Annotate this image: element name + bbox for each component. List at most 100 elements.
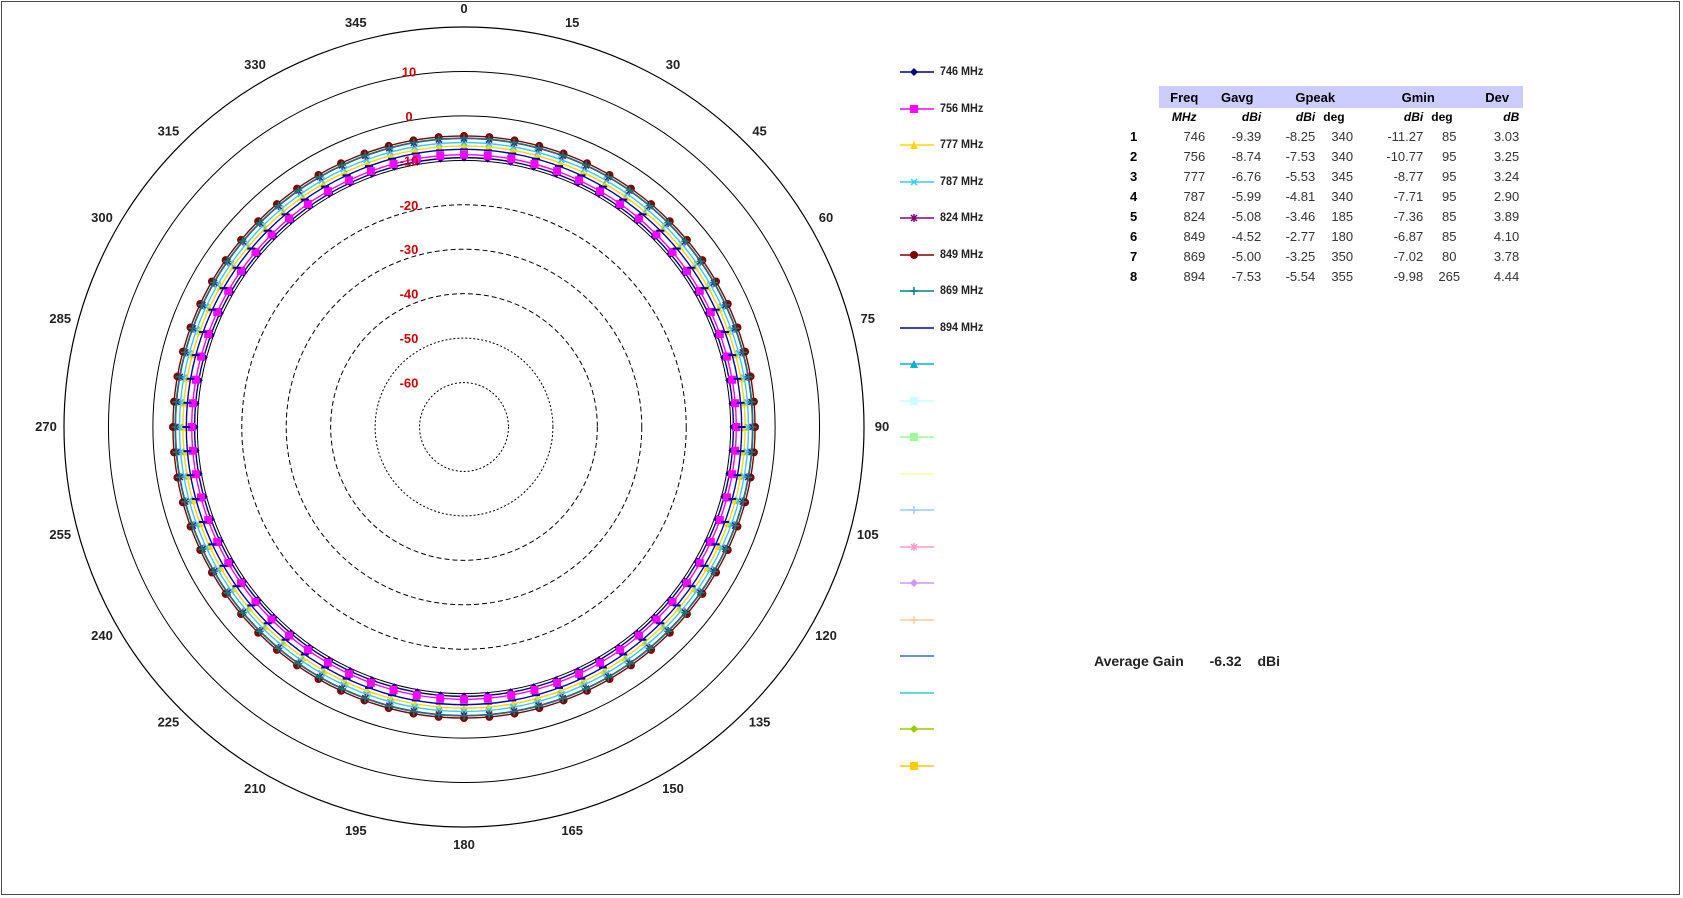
header-gavg: Gavg bbox=[1209, 86, 1266, 108]
legend-swatch bbox=[900, 655, 934, 657]
cell-idx: 1 bbox=[1130, 128, 1138, 144]
series-point bbox=[255, 218, 264, 227]
series-869-mhz bbox=[171, 134, 757, 720]
series-point bbox=[696, 257, 705, 266]
series-point bbox=[530, 160, 539, 169]
cell-freq: 787 bbox=[1183, 188, 1206, 204]
series-point bbox=[604, 673, 613, 682]
series-point bbox=[668, 598, 677, 607]
table-row: 4 787 -5.99 -4.81 340 -7.71 95 2.90 bbox=[1126, 186, 1523, 206]
series-849-mhz bbox=[168, 131, 760, 723]
cell-gpeak-deg: 340 bbox=[1331, 188, 1354, 204]
grid-circle bbox=[330, 293, 598, 561]
radial-tick-label: 0 bbox=[405, 109, 412, 124]
series-point bbox=[532, 151, 541, 160]
legend-item: 787 MHz bbox=[898, 172, 1068, 192]
units-gmin-deg: deg bbox=[1431, 110, 1453, 124]
series-point bbox=[172, 397, 181, 406]
series-point bbox=[284, 631, 293, 640]
series-point bbox=[728, 375, 737, 384]
series-point bbox=[389, 160, 398, 169]
series-point bbox=[434, 710, 443, 719]
legend-item: 869 MHz bbox=[898, 281, 1068, 301]
series-point bbox=[436, 151, 445, 160]
legend-item: 894 MHz bbox=[898, 318, 1068, 338]
series-point bbox=[303, 199, 312, 208]
units-gpeak-dbi: dBi bbox=[1295, 110, 1316, 124]
series-point bbox=[213, 538, 222, 547]
cell-freq: 824 bbox=[1183, 208, 1206, 224]
header-blank bbox=[1126, 86, 1160, 108]
series-point bbox=[197, 352, 206, 361]
series-point bbox=[191, 375, 200, 384]
series-point bbox=[315, 172, 324, 181]
legend-item-empty bbox=[898, 756, 1068, 776]
cell-gmin-deg: 95 bbox=[1442, 148, 1457, 164]
series-point bbox=[366, 678, 375, 687]
legend-label: 746 MHz bbox=[940, 64, 984, 78]
series-point bbox=[553, 678, 562, 687]
series-point bbox=[715, 516, 724, 525]
angle-tick-label: 90 bbox=[875, 419, 889, 434]
series-point bbox=[582, 161, 591, 170]
gain-table: Freq Gavg Gpeak Gmin Dev MHz dBi dBi deg… bbox=[1126, 86, 1524, 286]
series-point bbox=[224, 286, 233, 295]
series-point bbox=[223, 257, 232, 266]
series-point bbox=[625, 186, 634, 195]
series-point bbox=[409, 138, 418, 147]
series-point bbox=[337, 684, 346, 693]
cell-gmin-deg: 85 bbox=[1442, 208, 1457, 224]
legend-item-empty bbox=[898, 427, 1068, 447]
series-point bbox=[204, 516, 213, 525]
cell-gmin-deg: 85 bbox=[1442, 128, 1457, 144]
cell-gmin: -7.02 bbox=[1393, 248, 1424, 264]
table-row: 3 777 -6.76 -5.53 345 -8.77 95 3.24 bbox=[1126, 166, 1523, 186]
units-blank bbox=[1126, 108, 1160, 126]
cell-gavg: -6.76 bbox=[1231, 168, 1262, 184]
cell-dev: 4.10 bbox=[1493, 228, 1520, 244]
series-point bbox=[197, 493, 206, 502]
series-point bbox=[224, 559, 233, 568]
cell-gpeak: -4.81 bbox=[1285, 188, 1316, 204]
cell-gmin: -11.27 bbox=[1387, 128, 1424, 144]
angle-tick-label: 345 bbox=[345, 15, 367, 30]
series-point bbox=[385, 143, 394, 152]
series-point bbox=[267, 230, 276, 239]
series-point bbox=[558, 151, 567, 160]
series-point bbox=[747, 448, 756, 457]
legend-item: 746 MHz bbox=[898, 62, 1068, 82]
series-point bbox=[507, 154, 516, 163]
series-point bbox=[385, 702, 394, 711]
series-point bbox=[695, 559, 704, 568]
series-point bbox=[683, 266, 692, 275]
cell-gpeak: -3.25 bbox=[1285, 248, 1316, 264]
cell-gmin-deg: 265 bbox=[1438, 268, 1461, 284]
series-point bbox=[188, 521, 197, 530]
cell-idx: 6 bbox=[1130, 228, 1138, 244]
grid-circle bbox=[241, 204, 687, 650]
legend-label: 849 MHz bbox=[940, 246, 984, 261]
angle-tick-label: 180 bbox=[453, 837, 475, 852]
header-gpeak: Gpeak bbox=[1265, 86, 1366, 108]
series-point bbox=[558, 694, 567, 703]
cell-gmin: -7.71 bbox=[1393, 188, 1424, 204]
series-point bbox=[710, 278, 719, 287]
cell-dev: 3.78 bbox=[1493, 248, 1520, 264]
series-point bbox=[172, 448, 181, 457]
table-row: 6 849 -4.52 -2.77 180 -6.87 85 4.10 bbox=[1126, 226, 1523, 246]
cell-idx: 4 bbox=[1130, 188, 1138, 204]
series-point bbox=[635, 214, 644, 223]
legend-label: 824 MHz bbox=[940, 210, 984, 224]
cell-gavg: -8.74 bbox=[1231, 148, 1262, 164]
series-point bbox=[366, 167, 375, 176]
legend-swatch bbox=[900, 68, 934, 76]
angle-tick-label: 105 bbox=[857, 527, 879, 542]
cell-gmin-deg: 95 bbox=[1442, 168, 1457, 184]
gain-table-container: Freq Gavg Gpeak Gmin Dev MHz dBi dBi deg… bbox=[1126, 86, 1524, 286]
series-point bbox=[695, 286, 704, 295]
cell-gpeak: -8.25 bbox=[1285, 128, 1316, 144]
series-point bbox=[344, 176, 353, 185]
series-point bbox=[209, 567, 218, 576]
series-point bbox=[198, 545, 207, 554]
